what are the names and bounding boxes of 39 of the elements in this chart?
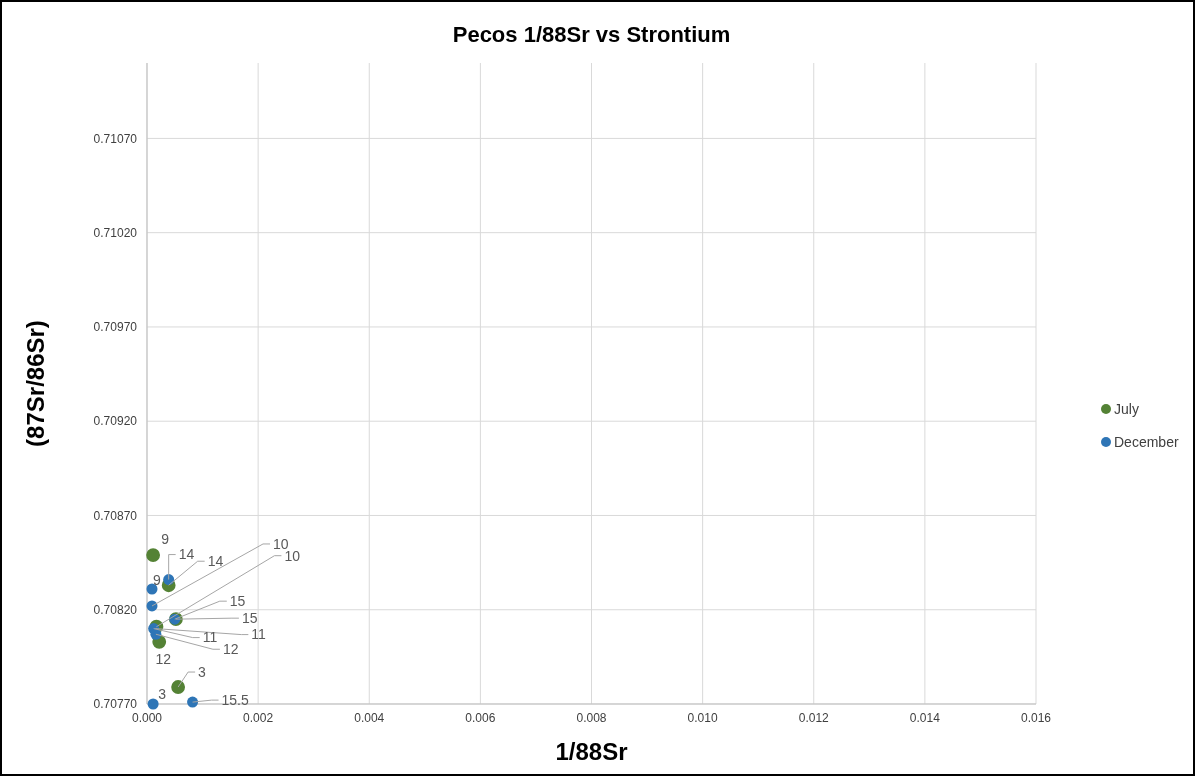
annotation: 15.5 [221, 692, 250, 709]
annotation: 14 [178, 546, 195, 563]
annotation: 14 [207, 553, 224, 570]
legend-label: July [1114, 400, 1139, 417]
annotation: 15 [229, 593, 246, 610]
annotation: 15 [241, 610, 258, 627]
annotation: 3 [198, 663, 207, 680]
legend-label: December [1114, 433, 1179, 450]
annotation: 12 [155, 650, 172, 667]
x-tick-label: 0.004 [354, 711, 385, 725]
annotation: 11 [251, 626, 267, 643]
annotation: 9 [161, 530, 170, 547]
x-tick-label: 0.014 [909, 711, 941, 725]
point [146, 583, 158, 595]
point [146, 548, 161, 562]
point [171, 680, 186, 694]
y-tick-label: 0.70970 [93, 320, 138, 335]
y-tick-label: 0.70920 [93, 414, 138, 429]
x-tick-label: 0.008 [576, 711, 607, 725]
y-tick-label: 0.70870 [93, 508, 138, 523]
annotation: 3 [158, 685, 167, 702]
y-tick-label: 0.71020 [93, 225, 138, 240]
x-tick-label: 0.010 [687, 711, 718, 725]
x-tick-label: 0.006 [465, 711, 496, 725]
point [147, 698, 159, 710]
annotation: 10 [273, 535, 289, 552]
x-tick-label: 0.016 [1020, 711, 1052, 725]
y-axis-title: (87Sr/86Sr) [22, 320, 49, 447]
annotation: 9 [153, 571, 162, 588]
y-tick-label: 0.71070 [93, 131, 138, 146]
x-tick-label: 0.000 [131, 711, 163, 725]
x-axis-title: 1/88Sr [555, 738, 628, 765]
x-tick-label: 0.002 [243, 711, 274, 725]
annotation: 11 [202, 629, 218, 646]
chart-title: Pecos 1/88Sr vs Strontium [452, 22, 731, 47]
annotation: 12 [222, 641, 239, 658]
y-tick-label: 0.70770 [93, 697, 138, 712]
y-tick-label: 0.70820 [93, 602, 138, 617]
x-tick-label: 0.012 [798, 711, 830, 725]
